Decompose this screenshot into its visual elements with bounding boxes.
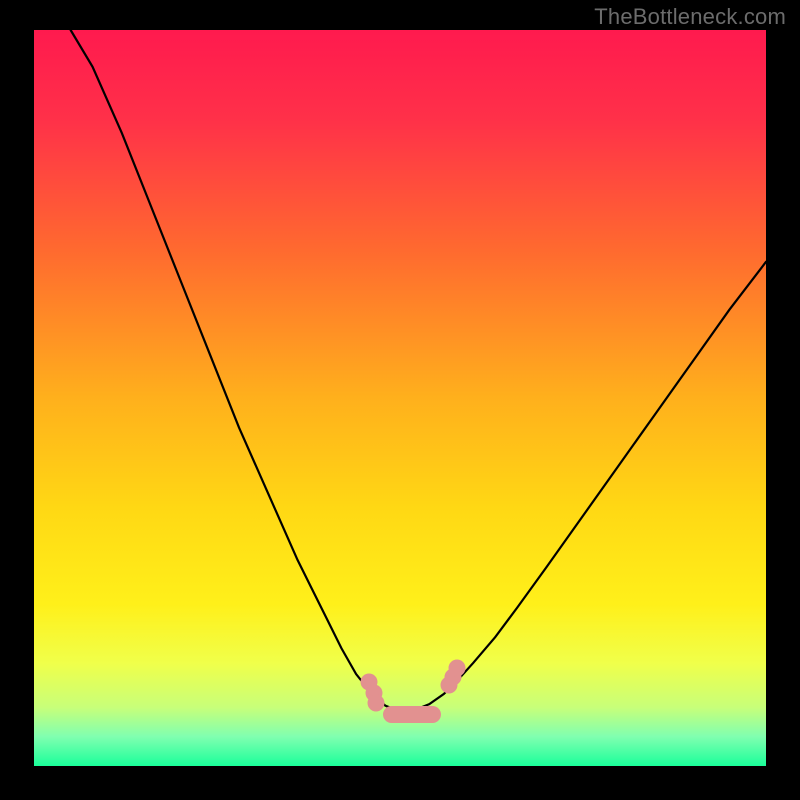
chart-stage: TheBottleneck.com bbox=[0, 0, 800, 800]
bottleneck-curve-left bbox=[71, 30, 400, 712]
plot-area bbox=[34, 30, 766, 766]
chart-lines-layer bbox=[34, 30, 766, 766]
bottleneck-curve-right bbox=[400, 262, 766, 712]
marker-capsule bbox=[383, 706, 441, 723]
bottom-markers bbox=[361, 660, 466, 724]
watermark-text: TheBottleneck.com bbox=[594, 4, 786, 30]
marker-dot bbox=[368, 695, 385, 712]
marker-dot bbox=[449, 660, 466, 677]
